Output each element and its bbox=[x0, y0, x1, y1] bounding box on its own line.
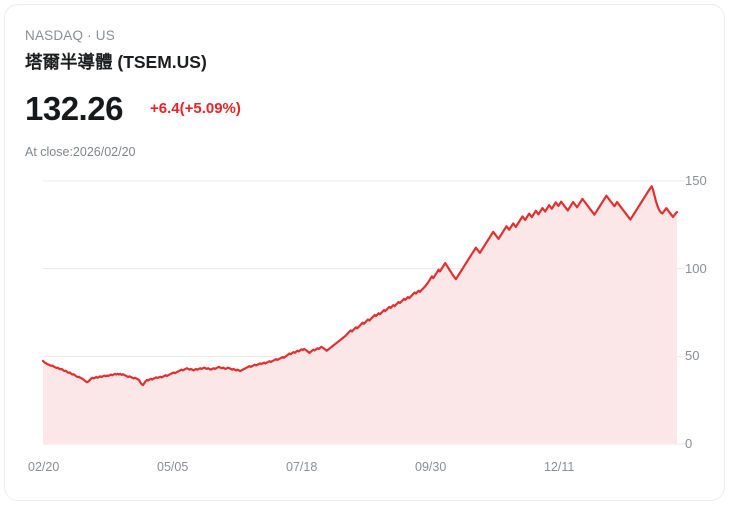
y-axis-tick-label: 100 bbox=[685, 260, 707, 276]
price-area-chart bbox=[41, 180, 685, 445]
chart-gridlines bbox=[43, 180, 685, 445]
y-axis-tick-label: 150 bbox=[685, 173, 707, 188]
chart-line bbox=[41, 185, 679, 387]
y-axis-tick-label: 0 bbox=[685, 436, 693, 451]
exchange-label: NASDAQ · US bbox=[25, 28, 115, 43]
x-axis-tick-label: 09/30 bbox=[415, 460, 447, 474]
stock-quote-card: NASDAQ · US 塔爾半導體 (TSEM.US) 132.26 +6.4(… bbox=[4, 4, 725, 501]
x-axis-tick-label: 05/05 bbox=[157, 460, 189, 474]
at-close-timestamp: At close:2026/02/20 bbox=[25, 145, 136, 159]
price-change: +6.4(+5.09%) bbox=[150, 100, 241, 117]
current-price: 132.26 bbox=[25, 90, 123, 127]
chart-area-fill bbox=[43, 186, 677, 444]
page-title: 塔爾半導體 (TSEM.US) bbox=[25, 52, 207, 72]
x-axis-tick-label: 12/11 bbox=[544, 460, 575, 474]
y-axis-tick-label: 50 bbox=[685, 348, 700, 364]
x-axis-tick-label: 02/20 bbox=[28, 460, 60, 474]
x-axis-tick-label: 07/18 bbox=[286, 460, 318, 474]
